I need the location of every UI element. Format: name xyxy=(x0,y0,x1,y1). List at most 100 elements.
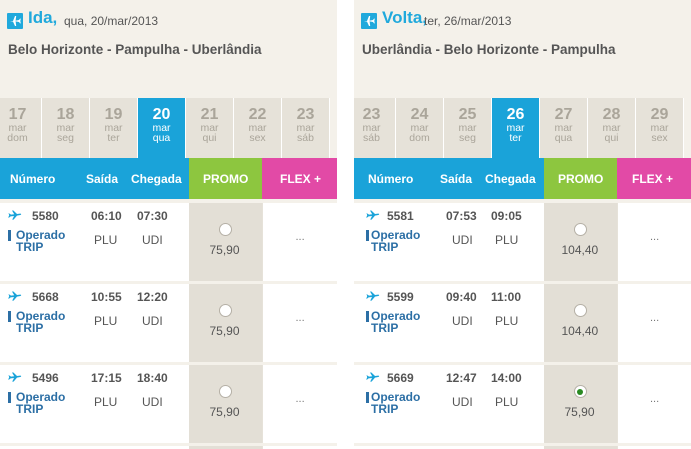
promo-label: PROMO xyxy=(558,172,604,186)
flex-fare-cell[interactable]: ... xyxy=(262,284,337,362)
route-label: Uberlândia - Belo Horizonte - Pampulha xyxy=(362,42,616,57)
flex-fare-cell[interactable]: ... xyxy=(262,203,337,281)
flex-unavailable: ... xyxy=(650,231,660,243)
flex-unavailable: ... xyxy=(650,312,660,324)
operator-line1: Operado xyxy=(16,228,66,242)
flight-row: 5599 Operado TRIP 09:40 11:00 UDI PLU 104,40... xyxy=(354,284,691,362)
date-option-24[interactable]: 24 mar dom xyxy=(396,98,444,158)
flight-info-area xyxy=(354,365,544,443)
airplane-icon xyxy=(8,371,22,389)
fare-radio[interactable] xyxy=(573,304,587,317)
day-weekday: sex xyxy=(249,132,266,144)
operator-line1: Operado xyxy=(371,228,421,242)
fare-radio[interactable] xyxy=(218,304,232,317)
fare-radio[interactable] xyxy=(573,223,587,236)
day-weekday: sex xyxy=(651,132,668,144)
date-option-19[interactable]: 19 mar ter xyxy=(90,98,138,158)
day-number: 25 xyxy=(458,106,477,123)
day-weekday: seg xyxy=(459,132,476,144)
day-number: 20 xyxy=(152,106,171,123)
day-month: mar xyxy=(602,122,621,134)
day-number: 24 xyxy=(410,106,429,123)
fare-radio[interactable] xyxy=(218,223,232,236)
day-month: mar xyxy=(458,122,477,134)
departure-airport: UDI xyxy=(452,233,473,247)
airplane-icon xyxy=(8,209,22,227)
day-weekday: ter xyxy=(107,132,120,144)
flex-label: FLEX + xyxy=(280,172,322,186)
date-option-28[interactable]: 28 mar qui xyxy=(588,98,636,158)
flex-fare-cell xyxy=(262,446,337,449)
arrival-airport: UDI xyxy=(142,233,163,247)
date-selector: 23 mar sáb 24 mar dom 25 mar seg 26 mar ter 27 mar qua… xyxy=(354,98,684,158)
operator-marker xyxy=(366,311,369,322)
flight-row: 5496 Operado TRIP 17:15 18:40 PLU UDI 75,90... xyxy=(0,365,337,443)
fare-radio[interactable] xyxy=(573,385,587,398)
departure-airport: PLU xyxy=(94,233,118,247)
date-option-21[interactable]: 21 mar qui xyxy=(186,98,234,158)
date-option-18[interactable]: 18 mar seg xyxy=(42,98,90,158)
arrival-time: 07:30 xyxy=(137,209,168,223)
flight-row: 5580 Operado TRIP 06:10 07:30 PLU UDI 75,90... xyxy=(0,203,337,281)
header-chegada: Chegada xyxy=(131,172,182,186)
direction-title: Ida, xyxy=(28,8,58,27)
flight-info-area xyxy=(0,284,189,362)
day-weekday: qui xyxy=(604,132,619,144)
promo-fare-cell[interactable]: 104,40 xyxy=(544,203,617,281)
departure-airport: UDI xyxy=(452,395,473,409)
promo-fare-cell[interactable]: 75,90 xyxy=(189,284,262,362)
departure-time: 07:53 xyxy=(446,209,477,223)
flex-fare-cell[interactable]: ... xyxy=(617,203,691,281)
airplane-icon xyxy=(361,13,377,29)
day-weekday: qui xyxy=(202,132,217,144)
date-option-29[interactable]: 29 mar sex xyxy=(636,98,684,158)
promo-price: 75,90 xyxy=(564,405,595,419)
flight-info-area xyxy=(354,203,544,281)
flight-number: 5599 xyxy=(387,290,414,304)
fare-radio[interactable] xyxy=(218,385,232,398)
promo-fare-cell[interactable]: 75,90 xyxy=(544,365,617,443)
flight-row: 5581 Operado TRIP 07:53 09:05 UDI PLU 104,40... xyxy=(354,203,691,281)
flex-unavailable: ... xyxy=(295,393,305,405)
date-option-26[interactable]: 26 mar ter xyxy=(492,98,540,158)
travel-date: qua, 20/mar/2013 xyxy=(64,14,159,28)
date-option-25[interactable]: 25 mar seg xyxy=(444,98,492,158)
promo-fare-cell[interactable]: 75,90 xyxy=(189,203,262,281)
date-selector: 17 mar dom 18 mar seg 19 mar ter 20 mar qua 21 mar qui… xyxy=(0,98,330,158)
operator-marker xyxy=(8,311,11,322)
arrival-airport: UDI xyxy=(142,395,163,409)
day-number: 28 xyxy=(602,106,621,123)
day-month: mar xyxy=(296,122,315,134)
date-option-23[interactable]: 23 mar sáb xyxy=(354,98,396,158)
flex-fare-header: FLEX + xyxy=(617,158,691,199)
date-option-23[interactable]: 23 mar sáb xyxy=(282,98,330,158)
day-weekday: ter xyxy=(509,132,522,144)
promo-fare-header: PROMO xyxy=(189,158,262,199)
date-option-20[interactable]: 20 mar qua xyxy=(138,98,186,158)
day-number: 23 xyxy=(362,106,381,123)
date-option-27[interactable]: 27 mar qua xyxy=(540,98,588,158)
flight-row: 5668 Operado TRIP 10:55 12:20 PLU UDI 75,90... xyxy=(0,284,337,362)
header-saida: Saída xyxy=(86,172,119,186)
arrival-airport: UDI xyxy=(142,314,163,328)
flex-fare-cell[interactable]: ... xyxy=(617,284,691,362)
flex-fare-cell[interactable]: ... xyxy=(617,365,691,443)
operator-marker xyxy=(8,392,11,403)
operator-marker xyxy=(8,230,11,241)
operator-line1: Operado xyxy=(371,390,421,404)
arrival-time: 09:05 xyxy=(491,209,522,223)
date-option-22[interactable]: 22 mar sex xyxy=(234,98,282,158)
operator-line2: TRIP xyxy=(371,402,399,416)
promo-fare-cell[interactable]: 75,90 xyxy=(189,365,262,443)
flight-number: 5668 xyxy=(32,290,59,304)
day-weekday: dom xyxy=(7,132,28,144)
promo-fare-cell[interactable]: 104,40 xyxy=(544,284,617,362)
flight-row: 5669 Operado TRIP 12:47 14:00 UDI PLU 75,90... xyxy=(354,365,691,443)
flex-fare-cell[interactable]: ... xyxy=(262,365,337,443)
day-number: 21 xyxy=(200,106,219,123)
day-month: mar xyxy=(554,122,573,134)
departure-airport: PLU xyxy=(94,395,118,409)
date-option-17[interactable]: 17 mar dom xyxy=(0,98,42,158)
day-number: 17 xyxy=(8,106,27,123)
day-weekday: sáb xyxy=(297,132,314,144)
